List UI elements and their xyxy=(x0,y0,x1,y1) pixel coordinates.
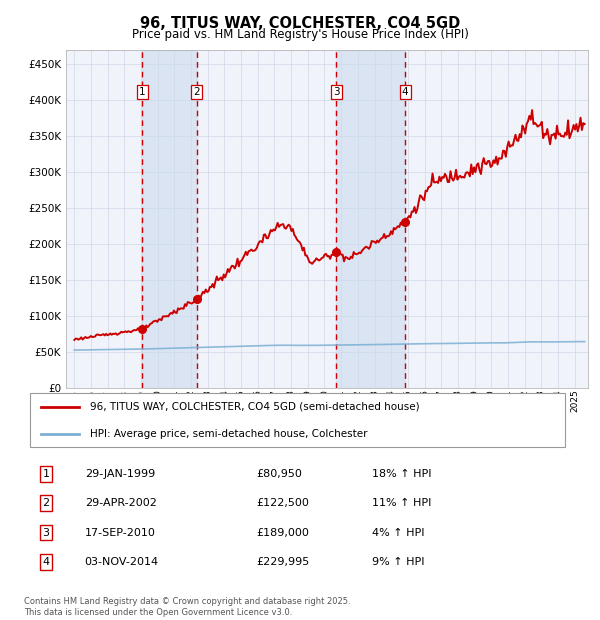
Text: Price paid vs. HM Land Registry's House Price Index (HPI): Price paid vs. HM Land Registry's House … xyxy=(131,28,469,41)
Text: £122,500: £122,500 xyxy=(256,498,309,508)
Text: £80,950: £80,950 xyxy=(256,469,302,479)
Text: 4: 4 xyxy=(402,87,409,97)
Text: 4: 4 xyxy=(43,557,50,567)
Text: 17-SEP-2010: 17-SEP-2010 xyxy=(85,528,155,538)
Text: HPI: Average price, semi-detached house, Colchester: HPI: Average price, semi-detached house,… xyxy=(90,428,368,438)
Text: 9% ↑ HPI: 9% ↑ HPI xyxy=(372,557,424,567)
Text: 1: 1 xyxy=(43,469,50,479)
Text: 3: 3 xyxy=(43,528,50,538)
Text: 4% ↑ HPI: 4% ↑ HPI xyxy=(372,528,424,538)
Bar xyxy=(337,50,405,388)
Text: 2: 2 xyxy=(43,498,50,508)
Text: 03-NOV-2014: 03-NOV-2014 xyxy=(85,557,159,567)
Text: 29-JAN-1999: 29-JAN-1999 xyxy=(85,469,155,479)
Text: 96, TITUS WAY, COLCHESTER, CO4 5GD: 96, TITUS WAY, COLCHESTER, CO4 5GD xyxy=(140,16,460,30)
Bar xyxy=(142,50,197,388)
Text: £189,000: £189,000 xyxy=(256,528,309,538)
Text: 3: 3 xyxy=(333,87,340,97)
Text: 29-APR-2002: 29-APR-2002 xyxy=(85,498,157,508)
Text: 1: 1 xyxy=(139,87,146,97)
Text: 11% ↑ HPI: 11% ↑ HPI xyxy=(372,498,431,508)
Text: Contains HM Land Registry data © Crown copyright and database right 2025.
This d: Contains HM Land Registry data © Crown c… xyxy=(24,598,350,617)
Text: 2: 2 xyxy=(193,87,200,97)
Text: 96, TITUS WAY, COLCHESTER, CO4 5GD (semi-detached house): 96, TITUS WAY, COLCHESTER, CO4 5GD (semi… xyxy=(90,402,420,412)
Text: 18% ↑ HPI: 18% ↑ HPI xyxy=(372,469,431,479)
FancyBboxPatch shape xyxy=(29,393,565,447)
Text: £229,995: £229,995 xyxy=(256,557,309,567)
